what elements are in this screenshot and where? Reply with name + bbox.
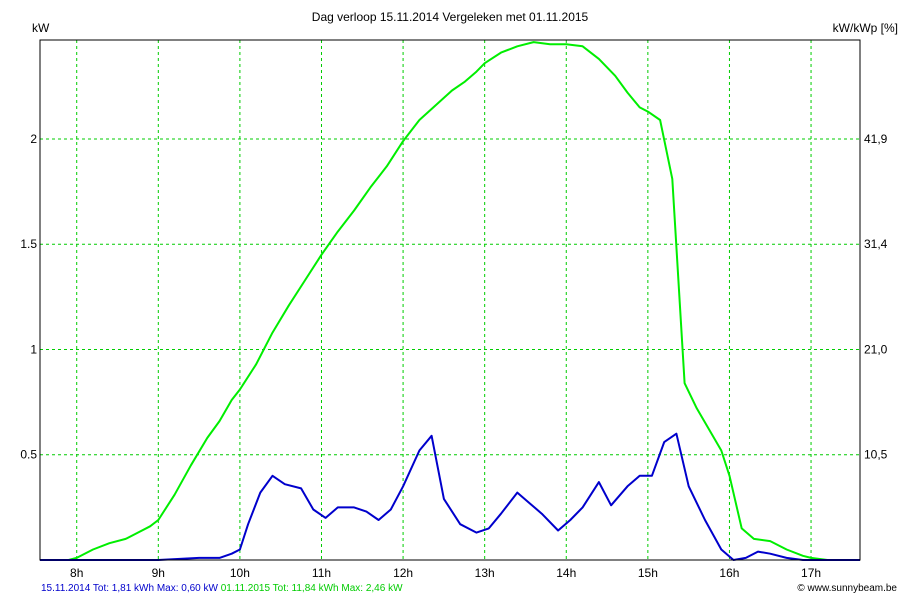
left-axis-unit: kW — [32, 21, 50, 35]
y-tick-label-right: 21,0 — [864, 342, 888, 356]
plot-frame — [39, 39, 861, 561]
y-tick-label-right: 41,9 — [864, 132, 888, 146]
x-tick-label: 8h — [70, 566, 83, 580]
y-tick-label-left: 0.5 — [20, 448, 37, 462]
legend-entry-green: 01.11.2015 Tot: 11,84 kWh Max: 2,46 kW — [220, 583, 403, 594]
x-tick-label: 12h — [393, 566, 413, 580]
x-tick-label: 10h — [230, 566, 250, 580]
y-tick-label-right: 10,5 — [864, 448, 888, 462]
x-tick-label: 9h — [152, 566, 165, 580]
x-tick-label: 13h — [475, 566, 495, 580]
x-tick-label: 14h — [556, 566, 576, 580]
y-tick-label-left: 2 — [30, 132, 37, 146]
legend-entry-blue: 15.11.2014 Tot: 1,81 kWh Max: 0,60 kW — [41, 583, 218, 594]
tick-labels: 8h 9h 10h 11h 12h 13h 14h 15h 16h 17h 0.5 1 1.5 2 10,5… — [20, 132, 887, 580]
y-tick-label-right: 31,4 — [864, 237, 888, 251]
y-tick-label-left: 1 — [30, 342, 37, 356]
grid-lines — [40, 40, 860, 560]
x-tick-label: 16h — [719, 566, 739, 580]
y-tick-label-left: 1.5 — [20, 237, 37, 251]
chart-title: Dag verloop 15.11.2014 Vergeleken met 01… — [312, 10, 589, 24]
source-credit: © www.sunnybeam.be — [797, 583, 897, 594]
x-tick-label: 17h — [801, 566, 821, 580]
series-line-green — [40, 41, 860, 561]
series-line-blue — [40, 432, 860, 561]
data-series — [40, 41, 860, 561]
x-tick-label: 11h — [312, 566, 331, 580]
legend-footer: 15.11.2014 Tot: 1,81 kWh Max: 0,60 kW 01… — [41, 583, 403, 594]
right-axis-unit: kW/kWp [%] — [833, 21, 898, 35]
x-tick-label: 15h — [638, 566, 658, 580]
